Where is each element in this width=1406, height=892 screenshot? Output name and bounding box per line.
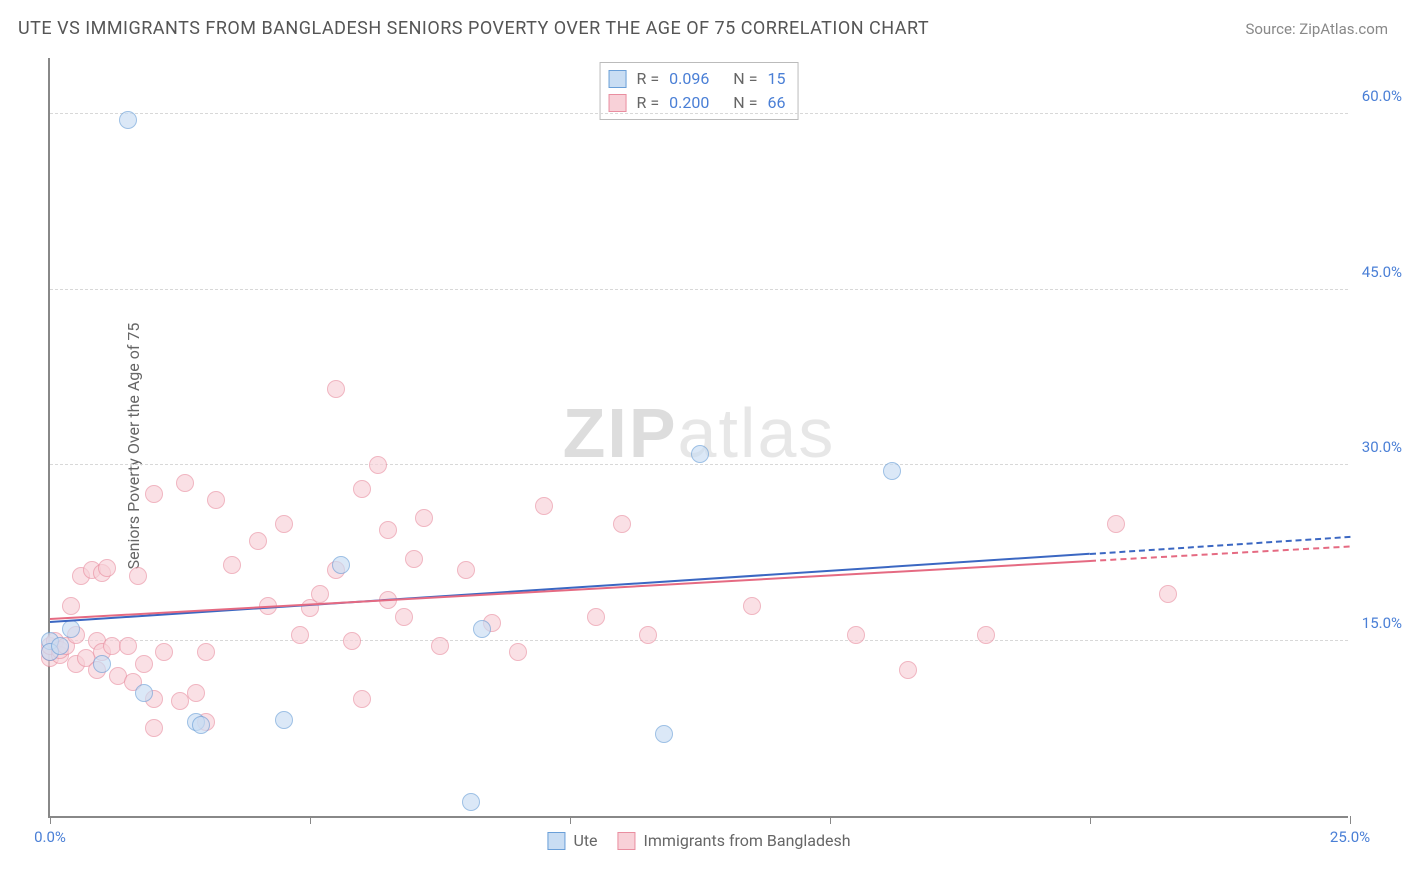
swatch-bangladesh-icon (618, 832, 636, 850)
data-point-ute (275, 711, 293, 729)
trend-line-dash-bangladesh (1090, 545, 1350, 561)
data-point-ute (655, 725, 673, 743)
data-point-bangladesh (847, 626, 865, 644)
data-point-bangladesh (249, 532, 267, 550)
n-value-bangladesh: 66 (767, 91, 785, 115)
data-point-bangladesh (187, 684, 205, 702)
data-point-bangladesh (353, 690, 371, 708)
data-point-ute (119, 111, 137, 129)
data-point-bangladesh (343, 632, 361, 650)
series-legend: Ute Immigrants from Bangladesh (547, 831, 850, 850)
data-point-bangladesh (291, 626, 309, 644)
x-tick (310, 816, 311, 824)
chart-header: UTE VS IMMIGRANTS FROM BANGLADESH SENIOR… (18, 18, 1388, 39)
data-point-ute (473, 620, 491, 638)
data-point-bangladesh (431, 637, 449, 655)
x-tick (830, 816, 831, 824)
data-point-ute (62, 620, 80, 638)
data-point-ute (192, 716, 210, 734)
y-tick-label: 30.0% (1362, 438, 1402, 456)
legend-item-bangladesh: Immigrants from Bangladesh (618, 831, 851, 850)
data-point-ute (332, 556, 350, 574)
y-tick-label: 60.0% (1362, 87, 1402, 105)
data-point-bangladesh (145, 485, 163, 503)
data-point-bangladesh (275, 515, 293, 533)
data-point-bangladesh (405, 550, 423, 568)
y-tick-label: 45.0% (1362, 263, 1402, 281)
data-point-bangladesh (379, 521, 397, 539)
n-value-ute: 15 (767, 67, 785, 91)
data-point-bangladesh (369, 456, 387, 474)
data-point-bangladesh (223, 556, 241, 574)
gridline (50, 464, 1348, 465)
data-point-bangladesh (129, 567, 147, 585)
data-point-bangladesh (197, 643, 215, 661)
data-point-ute (462, 793, 480, 811)
x-tick-label: 25.0% (1330, 828, 1370, 846)
data-point-bangladesh (1159, 585, 1177, 603)
data-point-bangladesh (1107, 515, 1125, 533)
data-point-bangladesh (207, 491, 225, 509)
gridline (50, 640, 1348, 641)
data-point-bangladesh (155, 643, 173, 661)
legend-item-ute: Ute (547, 831, 597, 850)
legend-row-ute: R = 0.096 N = 15 (609, 67, 786, 91)
chart-title: UTE VS IMMIGRANTS FROM BANGLADESH SENIOR… (18, 18, 929, 39)
legend-row-bangladesh: R = 0.200 N = 66 (609, 91, 786, 115)
data-point-bangladesh (62, 597, 80, 615)
data-point-bangladesh (587, 608, 605, 626)
data-point-ute (51, 637, 69, 655)
data-point-bangladesh (509, 643, 527, 661)
trend-line-bangladesh (50, 560, 1090, 620)
x-tick (1350, 816, 1351, 824)
data-point-bangladesh (415, 509, 433, 527)
data-point-bangladesh (743, 597, 761, 615)
source-attribution: Source: ZipAtlas.com (1245, 20, 1388, 38)
data-point-bangladesh (353, 480, 371, 498)
data-point-bangladesh (311, 585, 329, 603)
x-tick (1090, 816, 1091, 824)
x-tick-label: 0.0% (34, 828, 66, 846)
swatch-ute (609, 70, 627, 88)
data-point-ute (883, 462, 901, 480)
data-point-bangladesh (613, 515, 631, 533)
data-point-bangladesh (977, 626, 995, 644)
x-tick (570, 816, 571, 824)
data-point-bangladesh (135, 655, 153, 673)
gridline (50, 113, 1348, 114)
data-point-bangladesh (395, 608, 413, 626)
r-value-ute: 0.096 (669, 67, 709, 91)
data-point-bangladesh (119, 637, 137, 655)
data-point-ute (93, 655, 111, 673)
scatter-plot-area: ZIPatlas R = 0.096 N = 15 R = 0.200 N = … (48, 58, 1348, 818)
gridline (50, 289, 1348, 290)
r-value-bangladesh: 0.200 (669, 91, 709, 115)
x-tick (50, 816, 51, 824)
data-point-bangladesh (327, 380, 345, 398)
data-point-bangladesh (639, 626, 657, 644)
data-point-bangladesh (98, 559, 116, 577)
correlation-legend: R = 0.096 N = 15 R = 0.200 N = 66 (600, 62, 799, 120)
swatch-bangladesh (609, 94, 627, 112)
data-point-ute (135, 684, 153, 702)
data-point-bangladesh (176, 474, 194, 492)
data-point-bangladesh (535, 497, 553, 515)
trend-line-ute (50, 553, 1090, 623)
data-point-bangladesh (457, 561, 475, 579)
data-point-bangladesh (145, 719, 163, 737)
swatch-ute-icon (547, 832, 565, 850)
data-point-bangladesh (899, 661, 917, 679)
y-tick-label: 15.0% (1362, 614, 1402, 632)
data-point-ute (691, 445, 709, 463)
